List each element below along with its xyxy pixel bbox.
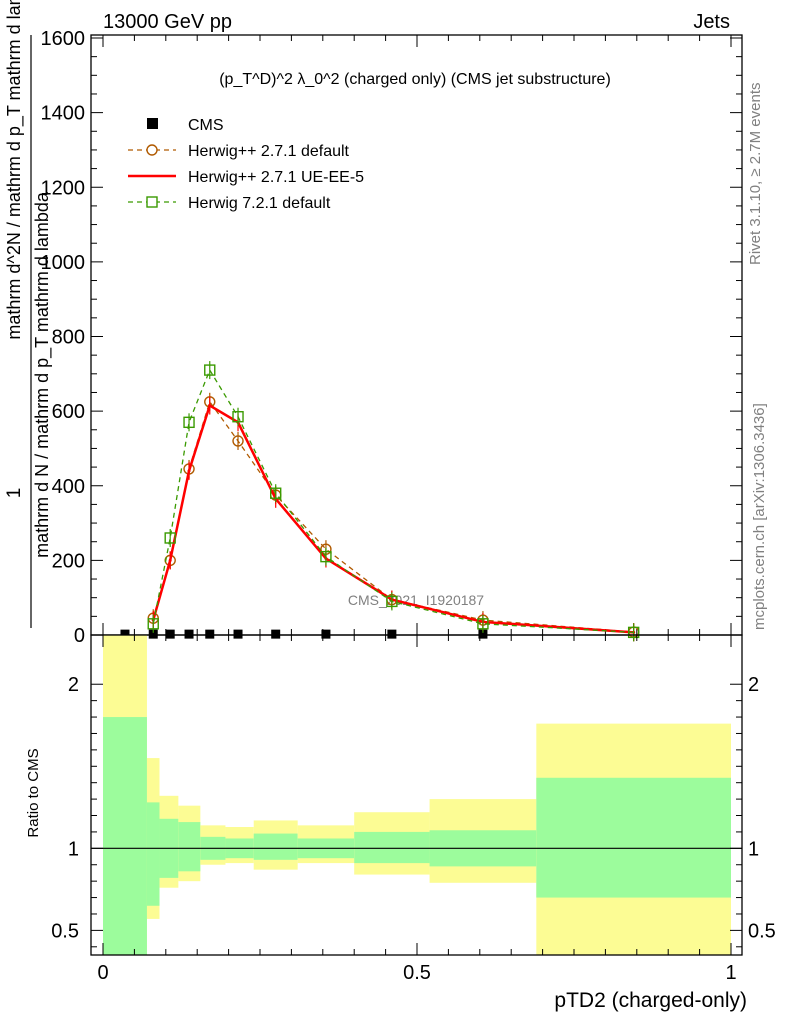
legend-entry: Herwig++ 2.7.1 UE-EE-5 [128,169,364,186]
xtick-label: 0.5 [403,962,431,984]
main-ylabel: 1 mathrm d N / mathrm d p_T mathrm d lam… [4,0,53,628]
ratio-band-inner [536,777,731,898]
header-left: 13000 GeV pp [103,11,232,33]
ylabel-denominator: mathrm d^2N / mathrm d p_T mathrm d lamb… [4,0,25,340]
cms-point [120,629,130,639]
cms-point [321,629,331,639]
ratio-band-inner [178,822,201,872]
series-point [270,487,282,499]
x-axis-label: pTD2 (charged-only) [554,989,747,1012]
cms-point [148,629,158,639]
series-cms [120,629,488,639]
legend-entry: Herwig 7.2.1 default [128,195,331,212]
legend-marker [146,144,158,156]
main-axis-ticks: 0 200 400 600 800 1000 1200 1400 1600 [41,28,742,647]
cms-point [387,629,397,639]
series-point [320,550,332,563]
series-point [208,404,212,408]
series-mc-1 [147,392,640,642]
main-ytick-label: 200 [52,550,85,572]
ratio-band-inner [146,802,160,906]
main-ytick-label: 400 [52,476,85,498]
main-series [120,361,640,642]
ratio-bands [103,635,731,955]
series-point [477,618,489,630]
ratio-band-inner [103,717,147,955]
legend-label: Herwig 7.2.1 default [188,195,331,212]
series-line [152,403,634,634]
ylabel-prefactor: 1 [4,488,25,499]
legend-label: Herwig++ 2.7.1 default [188,143,350,160]
series-point [183,416,195,429]
main-ytick-label: 600 [52,401,85,423]
ratio-ytick-label-right: 2 [748,674,759,696]
ratio-axis-ticks: 0.5 0.5 1 1 2 2 0 0.5 1 [51,635,776,984]
series-point [232,411,244,423]
main-ytick-label: 1000 [41,252,86,274]
main-ytick-label: 800 [52,327,85,349]
series-point [627,626,640,639]
series-point [147,618,159,630]
plot-title: (p_T^D)^2 λ_0^2 (charged only) (CMS jet … [219,71,611,88]
legend-label: CMS [188,117,224,134]
xtick-label: 1 [725,962,736,984]
series-point [204,364,216,376]
series-mc-3 [147,361,640,642]
legend-entry: CMS [147,117,224,134]
legend-marker [147,118,158,129]
ratio-ylabel: Ratio to CMS [25,748,42,837]
ratio-band-inner [354,831,430,864]
series-line [152,368,634,634]
cms-point [271,629,281,639]
ratio-ytick-label: 0.5 [51,920,79,942]
ratio-ytick-label: 1 [68,838,79,860]
cms-point [165,629,175,639]
ratio-band-inner [253,833,298,860]
rivet-label: Rivet 3.1.10, ≥ 2.7M events [747,83,764,266]
watermark: CMS_2021_I1920187 [348,592,484,608]
xtick-label: 0 [97,962,108,984]
cms-point [478,629,488,639]
series-point [187,469,191,473]
legend-marker [146,196,158,208]
series-point [386,595,398,608]
main-ytick-label: 0 [74,625,85,647]
legend-label: Herwig++ 2.7.1 UE-EE-5 [188,169,364,186]
main-ytick-label: 1400 [41,103,86,125]
cms-point [184,629,194,639]
series-point [232,435,244,447]
series-point [164,532,176,544]
ratio-ytick-label: 2 [68,674,79,696]
ratio-ytick-label-right: 0.5 [748,920,776,942]
cms-point [205,629,215,639]
ratio-ytick-label-right: 1 [748,838,759,860]
mcplots-label: mcplots.cern.ch [arXiv:1306.3436] [751,403,768,630]
legend-entry: Herwig++ 2.7.1 default [128,143,350,160]
main-ytick-label: 1200 [41,177,86,199]
main-ytick-label: 1600 [41,28,86,50]
ylabel-numerator: mathrm d N / mathrm d p_T mathrm d lambd… [32,191,53,558]
series-point [168,558,172,562]
cms-point [233,629,243,639]
header-right: Jets [693,11,730,33]
legend: CMS Herwig++ 2.7.1 default Herwig++ 2.7.1 … [128,117,364,212]
